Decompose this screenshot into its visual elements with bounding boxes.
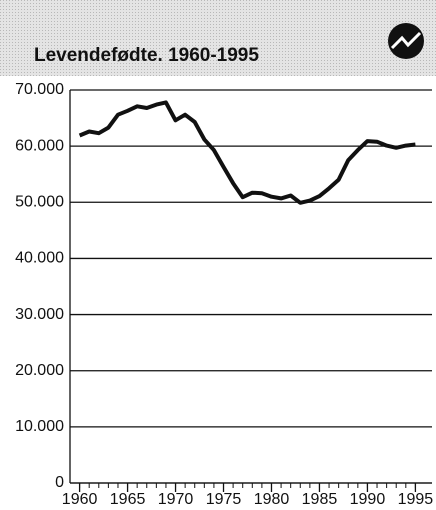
x-tick-label: 1985 [302,491,338,508]
y-tick-label: 20.000 [15,362,64,379]
y-tick-label: 10.000 [15,418,64,435]
y-tick-label: 60.000 [15,137,64,154]
x-tick-label: 1995 [398,491,434,508]
header-band [0,0,436,76]
y-tick-label: 50.000 [15,194,64,211]
x-tick-label: 1990 [350,491,386,508]
y-tick-label: 70.000 [15,81,64,98]
x-tick-label: 1970 [158,491,194,508]
data-line [78,100,416,205]
y-tick-label: 0 [55,474,64,491]
logo-icon [388,23,424,59]
chart-title: Levendefødte. 1960-1995 [34,45,259,66]
x-tick-label: 1975 [206,491,242,508]
x-tick-label: 1965 [110,491,146,508]
y-tick-label: 30.000 [15,306,64,323]
x-tick-label: 1960 [62,491,98,508]
y-tick-label: 40.000 [15,250,64,267]
x-tick-label: 1980 [254,491,290,508]
